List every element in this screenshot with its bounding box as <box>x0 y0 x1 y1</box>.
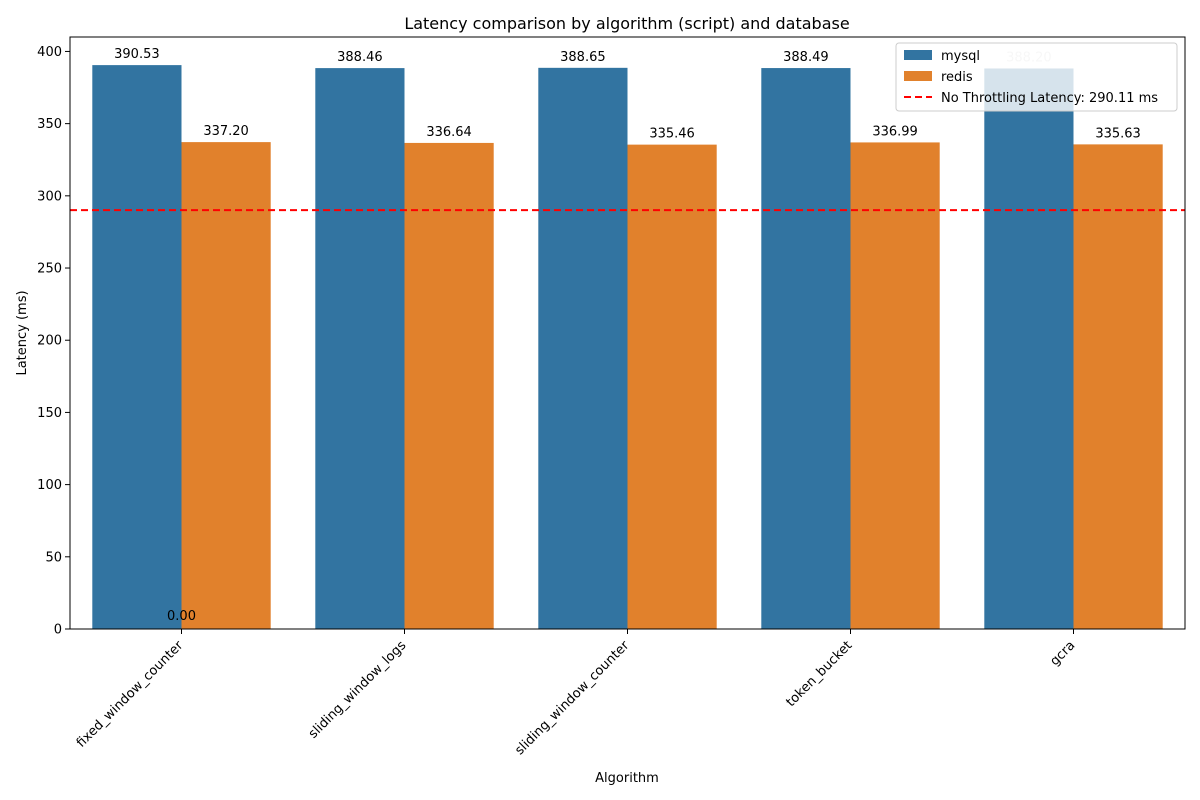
y-tick-label: 50 <box>45 550 62 565</box>
bar-mysql-fixed_window_counter <box>92 65 182 629</box>
legend-label-mysql: mysql <box>941 49 980 64</box>
bar-redis-sliding_window_logs <box>404 142 494 629</box>
value-label-mysql-sliding_window_counter: 388.65 <box>560 50 606 65</box>
bar-mysql-sliding_window_counter <box>538 67 628 629</box>
value-label-zero: 0.00 <box>167 609 196 624</box>
bar-mysql-gcra <box>984 68 1074 630</box>
legend-swatch-mysql <box>904 50 932 60</box>
value-label-mysql-sliding_window_logs: 388.46 <box>337 50 383 65</box>
y-tick-label: 200 <box>37 334 62 349</box>
y-tick-label: 0 <box>54 623 62 638</box>
bar-redis-fixed_window_counter <box>181 142 271 630</box>
value-label-redis-token_bucket: 336.99 <box>872 124 918 139</box>
value-label-mysql-fixed_window_counter: 390.53 <box>114 47 160 62</box>
y-tick-label: 350 <box>37 117 62 132</box>
y-tick-label: 400 <box>37 45 62 60</box>
value-label-redis-fixed_window_counter: 337.20 <box>203 124 249 139</box>
y-tick-label: 250 <box>37 262 62 277</box>
bar-redis-sliding_window_counter <box>627 144 717 630</box>
x-tick-label: sliding_window_logs <box>306 638 410 742</box>
legend: mysql redis No Throttling Latency: 290.11 … <box>895 42 1178 112</box>
y-tick-label: 150 <box>37 406 62 421</box>
legend-label-redis: redis <box>941 70 973 85</box>
x-tick-label: sliding_window_counter <box>512 638 632 758</box>
bars-layer <box>92 65 1163 630</box>
value-label-mysql-token_bucket: 388.49 <box>783 50 829 65</box>
y-tick-label: 300 <box>37 189 62 204</box>
bar-mysql-sliding_window_logs <box>315 68 405 629</box>
x-axis-label: Algorithm <box>595 771 659 786</box>
y-tick-label: 100 <box>37 478 62 493</box>
legend-label-reference-line: No Throttling Latency: 290.11 ms <box>941 91 1158 106</box>
legend-box <box>895 42 1178 112</box>
legend-swatch-redis <box>904 71 932 81</box>
value-label-redis-sliding_window_logs: 336.64 <box>426 125 472 140</box>
x-tick-label: fixed_window_counter <box>74 638 187 751</box>
bar-mysql-token_bucket <box>761 68 851 629</box>
value-label-redis-gcra: 335.63 <box>1095 126 1141 141</box>
chart-title: Latency comparison by algorithm (script)… <box>404 14 849 33</box>
bar-redis-gcra <box>1073 144 1163 629</box>
value-label-redis-sliding_window_counter: 335.46 <box>649 127 695 142</box>
x-tick-label: token_bucket <box>783 638 855 710</box>
x-tick-label: gcra <box>1047 638 1078 669</box>
bar-redis-token_bucket <box>850 142 940 629</box>
y-axis-label: Latency (ms) <box>15 290 30 375</box>
